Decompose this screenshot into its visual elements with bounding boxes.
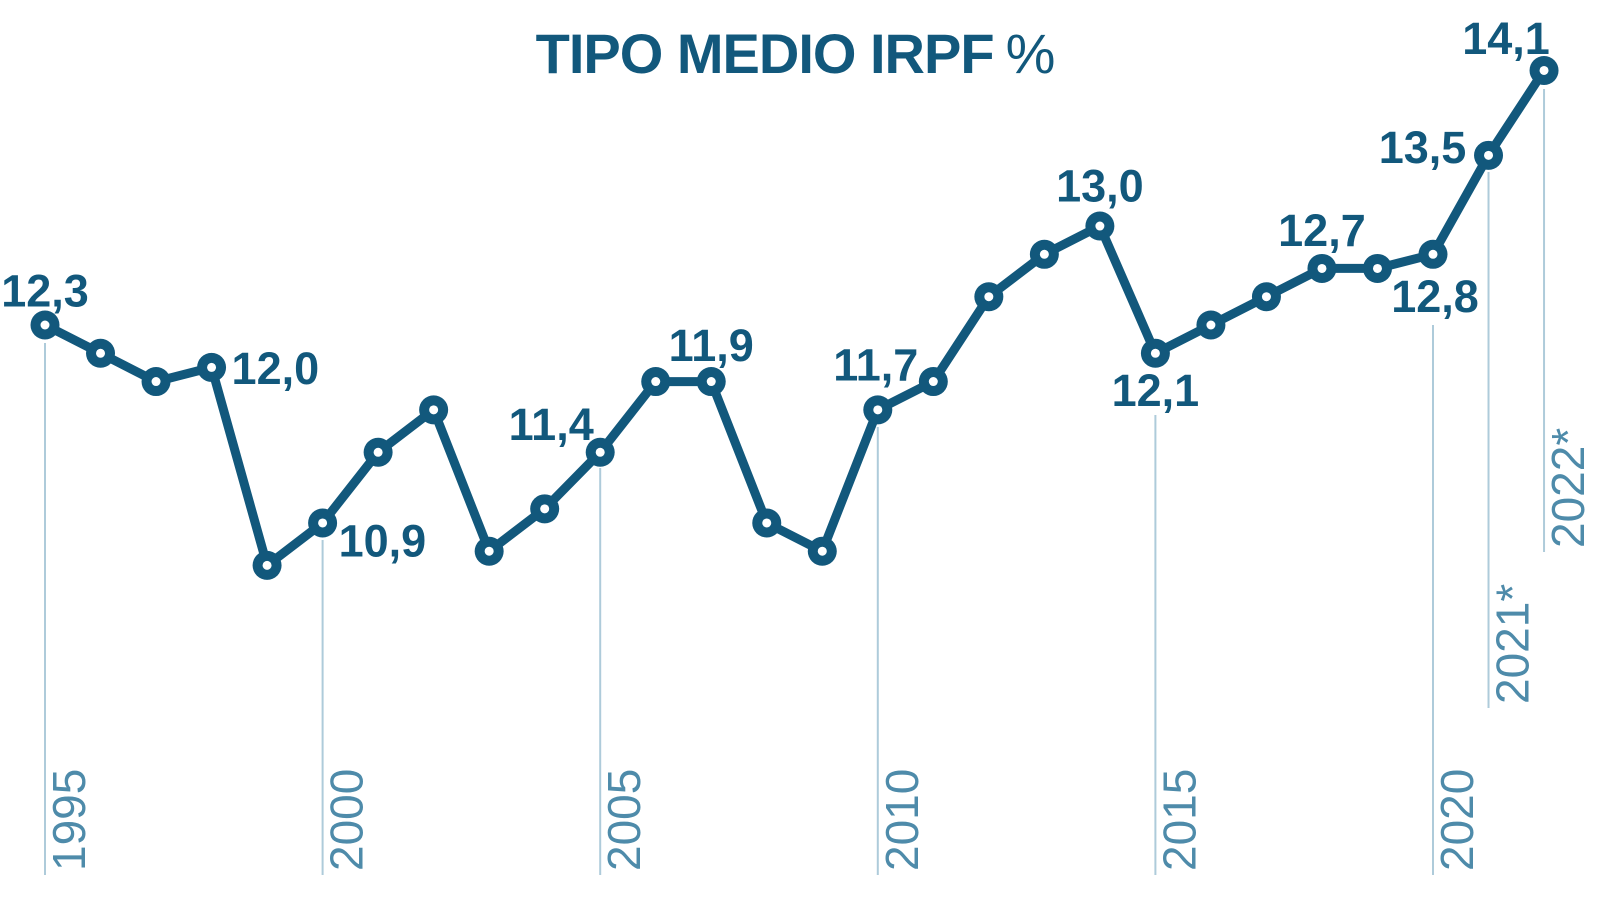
data-point-value-label: 11,9	[669, 320, 754, 371]
data-point-value-label: 11,4	[509, 399, 594, 450]
data-point-marker-center	[1206, 320, 1216, 330]
x-axis-tick-label: 1995	[43, 769, 95, 871]
data-point-marker-center	[1484, 150, 1494, 160]
data-point-marker-center	[762, 518, 772, 528]
data-point-marker-center	[207, 362, 217, 372]
data-point-value-label: 12,1	[1112, 365, 1200, 416]
x-axis-tick-label: 2021*	[1487, 584, 1539, 704]
data-point-marker-center	[1428, 249, 1438, 259]
data-point-marker-center	[484, 546, 494, 556]
x-axis-tick-label: 2015	[1153, 769, 1205, 871]
data-point-marker-center	[1317, 263, 1327, 273]
data-point-marker-center	[1539, 65, 1549, 75]
data-point-value-label: 10,9	[339, 515, 427, 566]
data-point-marker-center	[540, 504, 550, 514]
x-axis-tick-label: 2022*	[1542, 428, 1594, 548]
data-point-marker-center	[429, 405, 439, 415]
data-point-marker-center	[262, 560, 272, 570]
x-axis-tick-label: 2020	[1431, 769, 1483, 871]
chart-title-text: TIPO MEDIO IRPF	[535, 22, 995, 85]
data-point-marker-center	[706, 377, 716, 387]
data-point-marker-center	[928, 377, 938, 387]
trend-line	[40, 66, 1549, 570]
data-point-marker-center	[817, 546, 827, 556]
data-point-value-label: 13,0	[1056, 161, 1144, 212]
data-point-marker-center	[40, 320, 50, 330]
data-point-marker-center	[96, 348, 106, 358]
chart-title: TIPO MEDIO IRPF%	[0, 26, 1590, 82]
data-point-value-label: 13,5	[1379, 122, 1467, 173]
data-point-value-label: 12,8	[1391, 271, 1479, 322]
data-point-marker-center	[873, 405, 883, 415]
data-point-marker-center	[1372, 263, 1382, 273]
x-axis-tick-label: 2005	[598, 769, 650, 871]
data-point-value-label: 14,1	[1462, 13, 1550, 64]
data-point-value-label: 11,7	[833, 339, 918, 390]
x-axis-tick-label: 2010	[876, 769, 928, 871]
data-point-marker-center	[595, 447, 605, 457]
data-point-marker-center	[1261, 292, 1271, 302]
chart-title-percent-sign: %	[1005, 22, 1056, 85]
data-point-marker-center	[651, 377, 661, 387]
data-point-marker-center	[984, 292, 994, 302]
data-point-value-label: 12,0	[232, 343, 320, 394]
x-axis-tick-label: 2000	[321, 769, 373, 871]
data-point-marker-center	[1039, 249, 1049, 259]
data-point-value-label: 12,7	[1278, 205, 1366, 256]
data-point-value-label: 12,3	[1, 266, 89, 317]
data-point-marker-center	[1150, 348, 1160, 358]
data-point-marker-center	[318, 518, 328, 528]
data-point-marker-center	[373, 447, 383, 457]
data-point-marker-center	[1095, 221, 1105, 231]
data-point-marker-center	[151, 377, 161, 387]
